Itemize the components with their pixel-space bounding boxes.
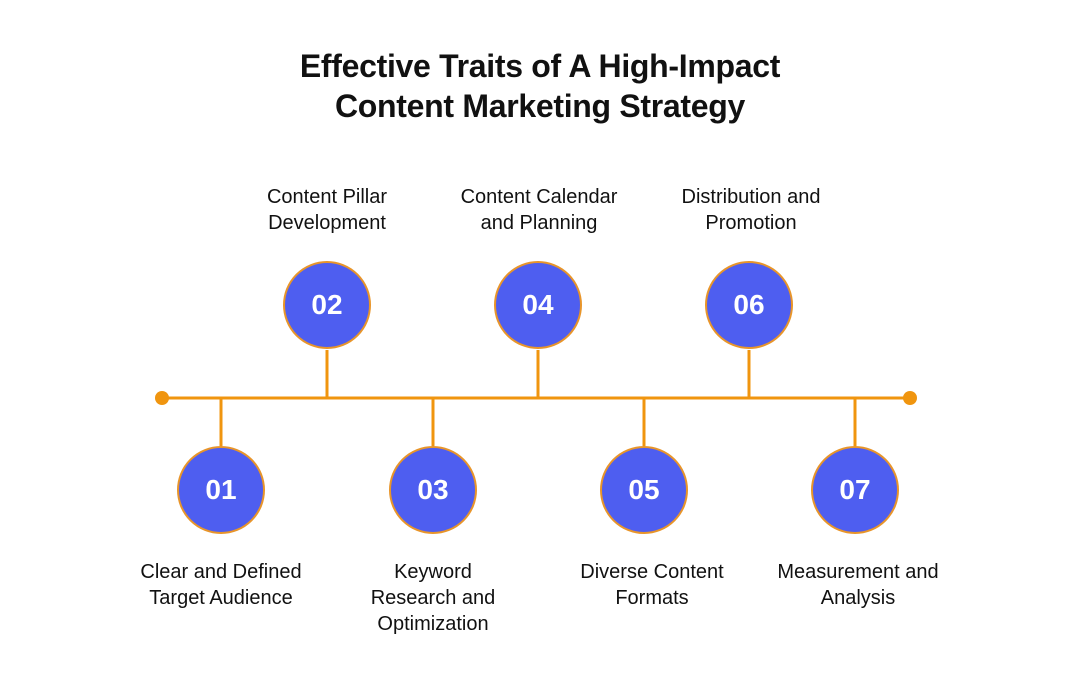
milestone-03-number: 03 xyxy=(417,474,449,505)
timeline-start-dot xyxy=(155,391,169,405)
milestone-01-label-line-2: Target Audience xyxy=(149,587,293,609)
milestone-07-label-line-2: Analysis xyxy=(820,587,896,609)
milestone-02-label-line-2: Development xyxy=(268,212,386,234)
title-line-2: Content Marketing Strategy xyxy=(334,88,746,124)
milestone-05-label-line-1: Diverse Content xyxy=(580,561,724,583)
milestone-03-label-line-2: Research and xyxy=(370,587,496,609)
milestone-05-number: 05 xyxy=(628,474,660,505)
diagram-title: Effective Traits of A High-Impact Conten… xyxy=(0,46,1080,126)
milestone-01-number: 01 xyxy=(205,474,237,505)
milestone-06-number: 06 xyxy=(733,289,765,320)
milestone-02-label: Content Pillar Development xyxy=(227,184,427,236)
milestone-06-label-line-1: Distribution and xyxy=(681,186,821,208)
milestone-05-label: Diverse Content Formats xyxy=(552,559,752,611)
milestone-04-circle: 04 xyxy=(494,261,582,349)
milestone-07-label-line-1: Measurement and xyxy=(777,561,939,583)
milestone-03-label-line-3: Optimization xyxy=(377,613,489,635)
milestone-01-label: Clear and Defined Target Audience xyxy=(121,559,321,611)
milestone-07-label: Measurement and Analysis xyxy=(758,559,958,611)
milestone-03-label-line-1: Keyword xyxy=(394,561,472,583)
milestone-02-label-line-1: Content Pillar xyxy=(266,186,388,208)
milestone-05-label-line-2: Formats xyxy=(615,587,689,609)
timeline-end-dot xyxy=(903,391,917,405)
milestone-02-number: 02 xyxy=(311,289,343,320)
milestone-01-label-line-1: Clear and Defined xyxy=(140,561,302,583)
milestone-07-circle: 07 xyxy=(811,446,899,534)
milestone-06-circle: 06 xyxy=(705,261,793,349)
milestone-06-label: Distribution and Promotion xyxy=(651,184,851,236)
milestone-03-label: Keyword Research and Optimization xyxy=(333,559,533,637)
milestone-06-label-line-2: Promotion xyxy=(705,212,797,234)
milestone-02-circle: 02 xyxy=(283,261,371,349)
milestone-01-circle: 01 xyxy=(177,446,265,534)
title-line-1: Effective Traits of A High-Impact xyxy=(299,48,781,84)
milestone-04-label-line-2: and Planning xyxy=(480,212,598,234)
milestone-07-number: 07 xyxy=(839,474,871,505)
milestone-03-circle: 03 xyxy=(389,446,477,534)
milestone-04-number: 04 xyxy=(522,289,554,320)
milestone-05-circle: 05 xyxy=(600,446,688,534)
milestone-04-label-line-1: Content Calendar xyxy=(460,186,618,208)
milestone-04-label: Content Calendar and Planning xyxy=(439,184,639,236)
